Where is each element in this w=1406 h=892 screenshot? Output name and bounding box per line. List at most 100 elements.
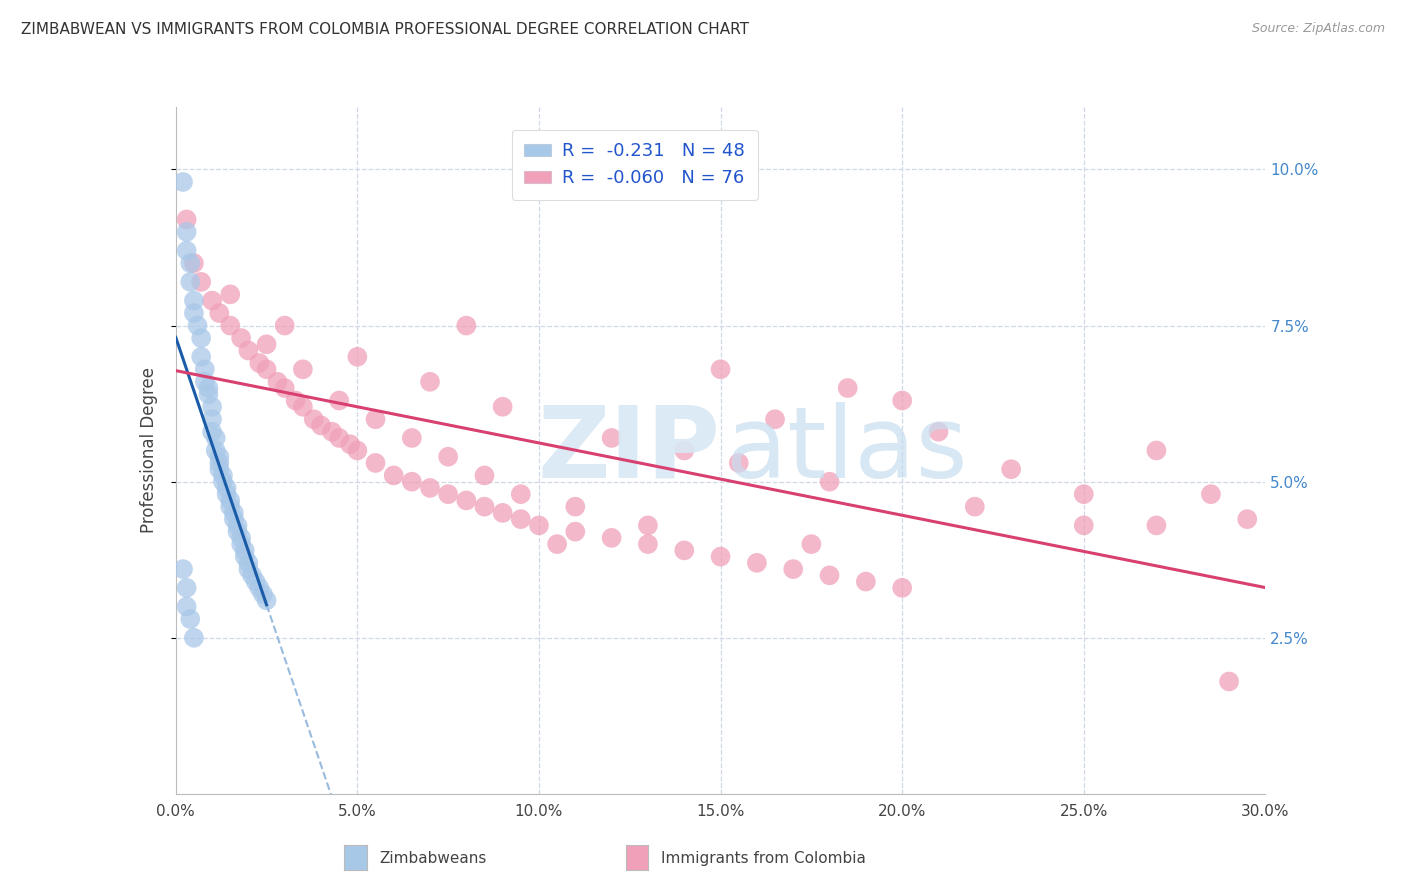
Point — [208, 450, 231, 464]
Point — [179, 612, 201, 626]
Point — [673, 443, 696, 458]
Point — [194, 362, 217, 376]
Point — [456, 318, 478, 333]
Point — [564, 500, 586, 514]
Point — [183, 256, 205, 270]
Point — [637, 518, 659, 533]
Point — [247, 581, 270, 595]
Text: Zimbabweans: Zimbabweans — [380, 851, 486, 865]
Point — [190, 331, 212, 345]
Point — [176, 581, 198, 595]
Point — [1073, 518, 1095, 533]
Point — [346, 350, 368, 364]
Point — [745, 556, 768, 570]
Point — [219, 500, 242, 514]
Point — [328, 431, 350, 445]
Point — [710, 549, 733, 564]
Point — [197, 381, 219, 395]
Point — [1236, 512, 1258, 526]
Point — [256, 593, 278, 607]
Point — [238, 556, 260, 570]
Point — [190, 350, 212, 364]
Point — [782, 562, 804, 576]
Point — [763, 412, 786, 426]
Point — [1218, 674, 1240, 689]
Point — [274, 318, 297, 333]
Point — [600, 431, 623, 445]
Point — [208, 462, 231, 476]
Point — [437, 450, 460, 464]
Point — [219, 318, 242, 333]
Point — [321, 425, 343, 439]
Point — [727, 456, 749, 470]
Point — [928, 425, 950, 439]
Point — [818, 568, 841, 582]
Text: ZIP: ZIP — [537, 402, 721, 499]
Point — [238, 343, 260, 358]
Point — [419, 481, 441, 495]
Point — [247, 356, 270, 370]
Point — [226, 524, 249, 539]
Point — [245, 574, 267, 589]
Point — [183, 306, 205, 320]
Point — [222, 506, 245, 520]
Point — [208, 306, 231, 320]
Point — [212, 468, 235, 483]
Point — [212, 475, 235, 489]
Point — [328, 393, 350, 408]
Point — [364, 456, 387, 470]
Point — [291, 362, 314, 376]
Point — [190, 275, 212, 289]
Point — [474, 468, 496, 483]
Point — [309, 418, 332, 433]
Point — [456, 493, 478, 508]
Text: Source: ZipAtlas.com: Source: ZipAtlas.com — [1251, 22, 1385, 36]
Point — [339, 437, 361, 451]
Point — [256, 337, 278, 351]
Point — [474, 500, 496, 514]
Point — [1000, 462, 1022, 476]
Point — [346, 443, 368, 458]
Point — [274, 381, 297, 395]
Point — [231, 331, 253, 345]
Point — [284, 393, 307, 408]
Point — [204, 431, 226, 445]
Text: atlas: atlas — [725, 402, 967, 499]
Point — [219, 287, 242, 301]
Point — [176, 599, 198, 614]
Point — [837, 381, 859, 395]
Point — [963, 500, 986, 514]
Point — [492, 506, 515, 520]
Point — [179, 275, 201, 289]
Point — [176, 212, 198, 227]
Point — [419, 375, 441, 389]
Point — [710, 362, 733, 376]
Point — [186, 318, 209, 333]
Point — [382, 468, 405, 483]
Point — [252, 587, 274, 601]
Point — [1146, 518, 1168, 533]
Point — [183, 293, 205, 308]
Point — [364, 412, 387, 426]
Point — [1146, 443, 1168, 458]
Point — [818, 475, 841, 489]
Point — [673, 543, 696, 558]
Point — [183, 631, 205, 645]
Point — [215, 481, 238, 495]
Point — [600, 531, 623, 545]
Point — [172, 175, 194, 189]
Point — [1199, 487, 1222, 501]
Point — [215, 487, 238, 501]
Point — [219, 493, 242, 508]
Point — [233, 549, 256, 564]
Point — [226, 518, 249, 533]
Point — [564, 524, 586, 539]
Text: ZIMBABWEAN VS IMMIGRANTS FROM COLOMBIA PROFESSIONAL DEGREE CORRELATION CHART: ZIMBABWEAN VS IMMIGRANTS FROM COLOMBIA P… — [21, 22, 749, 37]
Point — [291, 400, 314, 414]
Point — [800, 537, 823, 551]
Point — [201, 400, 224, 414]
Point — [179, 256, 201, 270]
Point — [401, 475, 423, 489]
Point — [176, 244, 198, 258]
Point — [240, 568, 263, 582]
